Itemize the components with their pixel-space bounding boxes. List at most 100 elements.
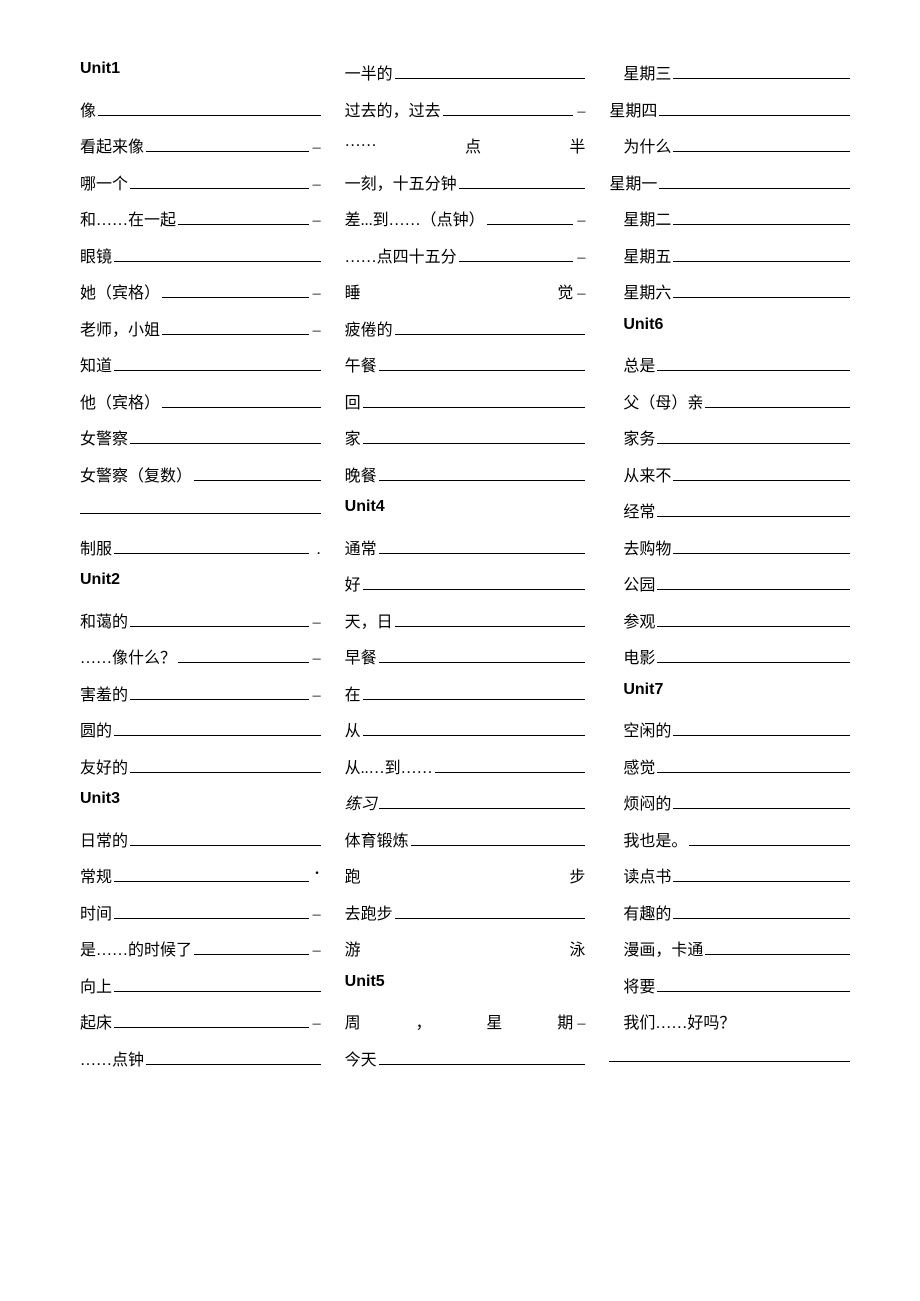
trail-mark: –: [311, 285, 321, 303]
fill-blank: [379, 793, 586, 809]
fill-blank: [705, 939, 850, 955]
trail-mark: –: [575, 249, 585, 267]
vocab-label: 老师，小姐: [80, 316, 160, 340]
trail-mark: –: [311, 942, 321, 960]
vocab-label: 星期三: [623, 60, 671, 84]
fill-blank: [395, 611, 586, 627]
vocab-label: 晚餐: [345, 462, 377, 486]
fill-blank: [114, 538, 309, 554]
fill-blank: [130, 684, 309, 700]
vocab-label: 星期五: [623, 243, 671, 267]
fill-blank: [114, 720, 321, 736]
worksheet-row: 常规·: [80, 863, 321, 900]
worksheet-row: 害羞的–: [80, 681, 321, 718]
fill-blank: [130, 830, 321, 846]
vocab-label: 今天: [345, 1046, 377, 1070]
fill-blank: [659, 100, 850, 116]
worksheet-row: 游泳: [345, 936, 586, 973]
worksheet-row: 去购物: [609, 535, 850, 572]
worksheet-row: 公园: [609, 571, 850, 608]
trail-mark: –: [311, 906, 321, 924]
vocab-label: ……像什么？: [80, 644, 176, 668]
fill-blank: [657, 757, 850, 773]
worksheet-row: 起床–: [80, 1009, 321, 1046]
fill-blank: [657, 428, 850, 444]
worksheet-row: 去跑步: [345, 900, 586, 937]
vocab-label: 她（宾格）: [80, 279, 160, 303]
fill-blank: [657, 611, 850, 627]
worksheet-row: 周，星期–: [345, 1009, 586, 1046]
fill-blank: [114, 1012, 309, 1028]
trail-mark: –: [575, 212, 585, 230]
fill-blank: [673, 63, 850, 79]
vocab-label: 家务: [623, 425, 655, 449]
worksheet-row: 从..…到……: [345, 754, 586, 791]
worksheet-row: 时间–: [80, 900, 321, 937]
fill-blank: [657, 501, 850, 517]
worksheet-row: 有趣的: [609, 900, 850, 937]
vocab-label: 参观: [623, 608, 655, 632]
fill-blank: [98, 100, 321, 116]
trail-mark: –: [575, 103, 585, 121]
vocab-label: 午餐: [345, 352, 377, 376]
vocab-label: ……点四十五分: [345, 243, 457, 267]
vocab-label: 家: [345, 425, 361, 449]
column-3: 星期三星期四为什么星期一星期二星期五星期六Unit6总是父（母）亲家务从来不经常…: [609, 60, 850, 1241]
worksheet-row: Unit1: [80, 60, 321, 97]
vocab-label: 星期二: [623, 206, 671, 230]
vocab-label: 起床: [80, 1009, 112, 1033]
worksheet-row: 知道: [80, 352, 321, 389]
worksheet-row: 将要: [609, 973, 850, 1010]
vocab-label: 圆的: [80, 717, 112, 741]
vocab-label: 父（母）亲: [623, 389, 703, 413]
worksheet-row: 从: [345, 717, 586, 754]
worksheet-row: 睡觉–: [345, 279, 586, 316]
justified-label: 游泳: [345, 936, 586, 960]
vocab-label: 天，日: [345, 608, 393, 632]
fill-blank: [395, 63, 586, 79]
vocab-label: 制服: [80, 535, 112, 559]
fill-blank: [673, 720, 850, 736]
worksheet-row: 烦闷的: [609, 790, 850, 827]
vocab-label: 像: [80, 97, 96, 121]
worksheet-row: 体育锻炼: [345, 827, 586, 864]
fill-blank: [178, 647, 309, 663]
trail-mark: –: [311, 614, 321, 632]
vocab-label: 哪一个: [80, 170, 128, 194]
vocab-label: 练习: [345, 790, 377, 814]
vocab-label: 有趣的: [623, 900, 671, 924]
worksheet-row: 天，日: [345, 608, 586, 645]
fill-blank: [673, 209, 850, 225]
worksheet-row: 过去的，过去–: [345, 97, 586, 134]
worksheet-row: 今天: [345, 1046, 586, 1083]
fill-blank: [659, 173, 850, 189]
blank-line: [80, 498, 321, 514]
fill-blank: [114, 246, 321, 262]
fill-blank: [162, 392, 321, 408]
fill-blank: [459, 246, 574, 262]
fill-blank: [657, 976, 850, 992]
unit-heading: Unit2: [80, 571, 120, 589]
vocab-label: 女警察（复数）: [80, 462, 192, 486]
worksheet-row: [80, 498, 321, 535]
worksheet-row: 空闲的: [609, 717, 850, 754]
fill-blank: [114, 976, 321, 992]
vocab-label: 好: [345, 571, 361, 595]
fill-blank: [395, 903, 586, 919]
worksheet-row: 经常: [609, 498, 850, 535]
vocab-label: 星期一: [609, 170, 657, 194]
worksheet-row: 参观: [609, 608, 850, 645]
trail-mark: –: [311, 139, 321, 157]
worksheet-row: ……点半: [345, 133, 586, 170]
worksheet-row: Unit3: [80, 790, 321, 827]
worksheet-row: 老师，小姐–: [80, 316, 321, 353]
worksheet-row: 晚餐: [345, 462, 586, 499]
worksheet-row: 星期六: [609, 279, 850, 316]
fill-blank: [130, 173, 309, 189]
worksheet-row: 眼镜: [80, 243, 321, 280]
worksheet-row: [609, 1046, 850, 1083]
fill-blank: [657, 647, 850, 663]
worksheet-row: 女警察: [80, 425, 321, 462]
fill-blank: [363, 392, 586, 408]
worksheet-row: ……像什么？–: [80, 644, 321, 681]
